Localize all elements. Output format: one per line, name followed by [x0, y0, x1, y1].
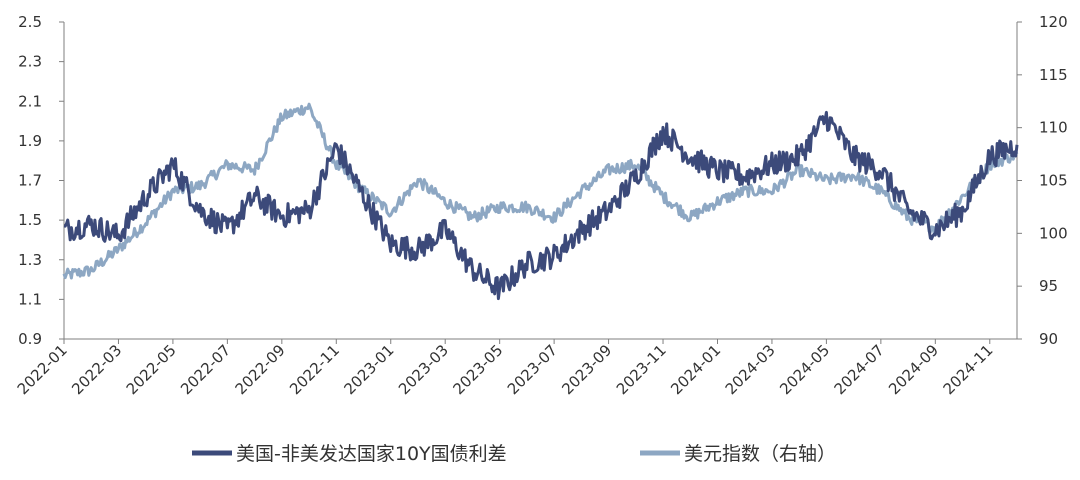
x-tick-label: 2022-03	[68, 341, 125, 398]
y-left-tick-label: 2.3	[18, 53, 42, 71]
y-left-tick-label: 1.3	[18, 251, 42, 269]
x-tick-label: 2024-05	[776, 341, 833, 398]
x-tick-label: 2023-11	[613, 341, 670, 398]
y-left-tick-label: 1.1	[18, 290, 42, 308]
y-right-tick-label: 90	[1039, 330, 1058, 348]
x-tick-label: 2022-01	[14, 341, 71, 398]
x-tick-label: 2023-09	[558, 341, 615, 398]
y-left-tick-label: 1.9	[18, 132, 42, 150]
y-right-tick-label: 110	[1039, 119, 1068, 137]
x-tick-label: 2022-07	[177, 341, 234, 398]
y-right-tick-label: 100	[1039, 224, 1068, 242]
x-tick-label: 2023-05	[449, 341, 506, 398]
series-line-dollar-index	[62, 102, 1019, 280]
y-left-tick-label: 0.9	[18, 330, 42, 348]
x-tick-label: 2023-01	[341, 341, 398, 398]
legend-label-dollar-index: 美元指数（右轴）	[684, 443, 836, 465]
x-tick-label: 2023-03	[395, 341, 452, 398]
y-left-tick-label: 2.1	[18, 92, 42, 110]
x-tick-label: 2023-07	[504, 341, 561, 398]
x-tick-label: 2024-03	[722, 341, 779, 398]
x-tick-label: 2024-11	[940, 341, 997, 398]
labels-layer: 0.9 1.1 1.3 1.5 1.7 1.9 2.1 2.3 2.5 90 95 100 105 110…	[14, 13, 1068, 398]
x-tick-label: 2024-01	[667, 341, 724, 398]
x-tick-label: 2022-09	[232, 341, 289, 398]
x-tick-label: 2022-11	[286, 341, 343, 398]
y-right-tick-label: 120	[1039, 13, 1068, 31]
y-right-tick-label: 115	[1039, 66, 1068, 84]
axes-layer	[59, 21, 1022, 344]
legend-label-yield-spread: 美国-非美发达国家10Y国债利差	[236, 443, 507, 465]
legend: 美国-非美发达国家10Y国债利差 美元指数（右轴）	[192, 443, 836, 465]
y-right-tick-label: 95	[1039, 277, 1058, 295]
series-line-yield-spread	[63, 110, 1019, 301]
x-tick-label: 2022-05	[123, 341, 180, 398]
y-right-tick-label: 105	[1039, 172, 1068, 190]
x-tick-label: 2024-07	[831, 341, 888, 398]
y-left-tick-label: 1.7	[18, 172, 42, 190]
y-left-tick-label: 1.5	[18, 211, 42, 229]
y-left-tick-label: 2.5	[18, 13, 42, 31]
series-layer	[62, 102, 1019, 301]
x-tick-label: 2024-09	[885, 341, 942, 398]
